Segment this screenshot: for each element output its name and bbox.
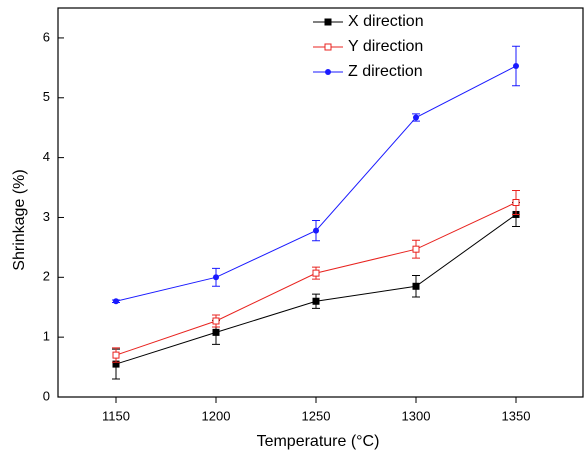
data-point <box>212 317 220 325</box>
legend-marker <box>325 69 331 75</box>
data-point <box>412 245 420 253</box>
x-tick-label: 1350 <box>502 408 531 423</box>
y-tick-label: 4 <box>43 149 50 164</box>
legend-marker <box>324 18 332 26</box>
data-point <box>513 63 519 70</box>
x-tick-label: 1300 <box>402 408 431 423</box>
data-point <box>112 351 120 359</box>
y-tick-label: 6 <box>43 29 50 44</box>
data-point <box>312 269 320 277</box>
y-tick-label: 1 <box>43 329 50 344</box>
y-axis-title: Shrinkage (%) <box>11 169 28 270</box>
legend-label: Y direction <box>348 38 423 55</box>
legend-label: X direction <box>348 13 424 30</box>
legend-marker <box>324 43 332 51</box>
data-point <box>312 297 320 305</box>
data-point <box>313 227 319 234</box>
legend-label: Z direction <box>348 63 423 80</box>
data-point <box>212 328 220 336</box>
y-tick-label: 3 <box>43 209 50 224</box>
y-tick-label: 0 <box>43 388 50 403</box>
data-point <box>412 282 420 290</box>
x-axis-title: Temperature (°C) <box>257 433 380 450</box>
data-point <box>113 298 119 305</box>
series-line <box>115 65 517 302</box>
x-tick-label: 1250 <box>302 408 331 423</box>
y-tick-label: 5 <box>43 89 50 104</box>
x-tick-label: 1200 <box>202 408 231 423</box>
data-point <box>213 274 219 281</box>
x-tick-label: 1150 <box>102 408 130 423</box>
y-tick-label: 2 <box>43 269 50 284</box>
plot-frame <box>57 7 584 398</box>
data-point <box>413 114 419 121</box>
data-point <box>512 199 520 206</box>
